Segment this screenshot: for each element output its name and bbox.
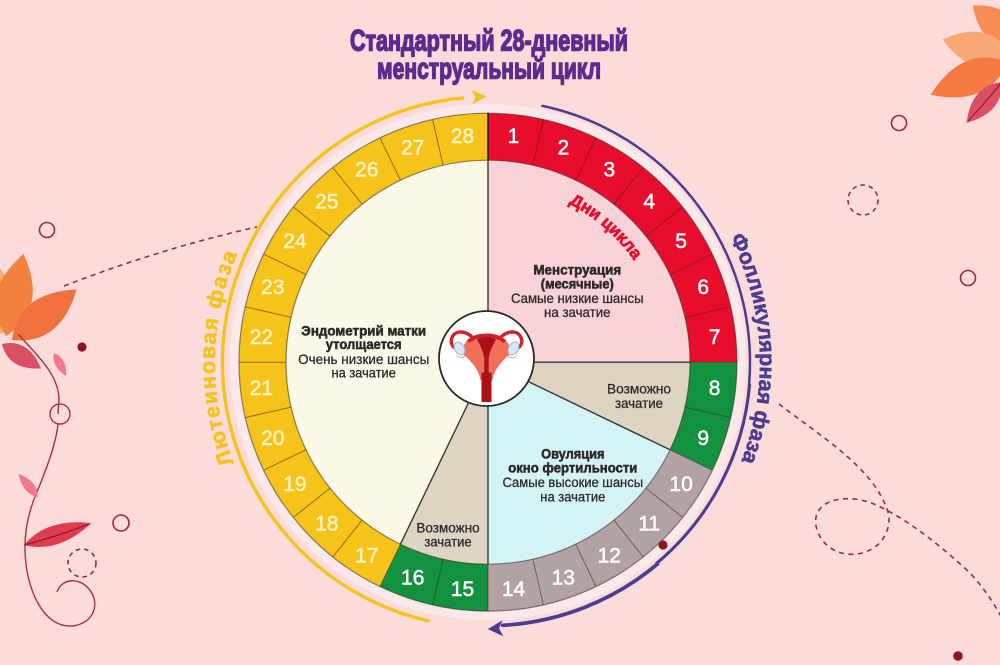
svg-text:6: 6 [697, 276, 709, 299]
svg-text:19: 19 [283, 473, 306, 496]
svg-text:11: 11 [638, 513, 660, 536]
svg-text:(месячные): (месячные) [541, 276, 614, 292]
svg-text:3: 3 [603, 158, 615, 181]
svg-text:Самые низкие шансы: Самые низкие шансы [511, 290, 644, 306]
svg-text:12: 12 [598, 545, 621, 568]
svg-text:21: 21 [250, 377, 273, 400]
svg-text:20: 20 [261, 427, 284, 450]
svg-text:17: 17 [355, 545, 378, 568]
svg-text:утолщается: утолщается [326, 336, 402, 352]
svg-text:Менструация: Менструация [533, 261, 621, 277]
svg-text:зачатие: зачатие [615, 395, 663, 411]
svg-text:на зачатие: на зачатие [332, 365, 397, 381]
svg-text:менструальный цикл: менструальный цикл [377, 53, 601, 86]
svg-text:на зачатие: на зачатие [544, 304, 611, 320]
svg-text:Стандартный 28-дневный: Стандартный 28-дневный [350, 25, 628, 58]
svg-text:5: 5 [675, 230, 687, 253]
svg-text:14: 14 [502, 578, 526, 601]
svg-text:22: 22 [250, 326, 273, 349]
svg-text:на зачатие: на зачатие [540, 488, 605, 504]
svg-text:13: 13 [552, 567, 575, 590]
svg-text:26: 26 [355, 158, 378, 181]
svg-text:25: 25 [315, 190, 338, 213]
svg-text:27: 27 [401, 136, 424, 159]
svg-text:16: 16 [401, 567, 424, 590]
svg-text:Очень низкие шансы: Очень низкие шансы [298, 351, 429, 367]
svg-text:Возможно: Возможно [607, 380, 671, 396]
svg-text:8: 8 [709, 377, 721, 400]
svg-text:Овуляция: Овуляция [541, 445, 604, 461]
svg-text:9: 9 [697, 427, 709, 450]
svg-text:28: 28 [451, 125, 474, 148]
svg-text:Самые высокие шансы: Самые высокие шансы [503, 474, 644, 490]
svg-text:Эндометрий матки: Эндометрий матки [301, 322, 426, 338]
svg-text:2: 2 [557, 136, 569, 159]
svg-text:4: 4 [643, 190, 655, 213]
svg-text:24: 24 [283, 230, 307, 253]
svg-text:7: 7 [709, 326, 721, 349]
svg-text:Возможно: Возможно [416, 519, 479, 535]
svg-text:1: 1 [508, 125, 520, 148]
svg-text:окно фертильности: окно фертильности [508, 460, 637, 476]
svg-text:18: 18 [315, 513, 338, 536]
svg-text:10: 10 [669, 473, 692, 496]
svg-text:23: 23 [261, 276, 284, 299]
svg-text:15: 15 [451, 578, 474, 601]
svg-text:зачатие: зачатие [424, 533, 471, 549]
